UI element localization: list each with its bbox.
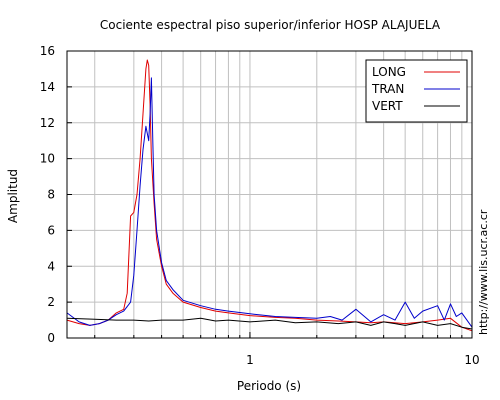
y-tick-label: 14 — [40, 80, 55, 94]
lis-url-note: http://www.lis.ucr.ac.cr — [477, 209, 490, 335]
x-axis-ticks: 1 10 — [94, 332, 480, 367]
x-tick-label: 1 — [246, 353, 254, 367]
legend: LONG TRAN VERT — [365, 59, 468, 123]
legend-label-long: LONG — [372, 65, 406, 79]
chart-title: Cociente espectral piso superior/inferio… — [100, 18, 441, 32]
x-tick-label: 10 — [464, 353, 479, 367]
series-line-long — [66, 59, 473, 332]
y-tick-label: 8 — [47, 188, 55, 202]
x-axis-label: Periodo (s) — [237, 379, 301, 393]
y-tick-label: 16 — [40, 44, 55, 58]
y-axis-label: Amplitud — [6, 169, 20, 223]
y-tick-label: 0 — [47, 331, 55, 345]
series-line-vert — [66, 317, 473, 330]
y-tick-label: 10 — [40, 152, 55, 166]
y-tick-label: 6 — [47, 223, 55, 237]
legend-box — [365, 59, 468, 123]
series-line-tran — [66, 77, 473, 328]
series-lines — [66, 59, 473, 332]
legend-label-vert: VERT — [372, 99, 403, 113]
y-tick-label: 4 — [47, 259, 55, 273]
y-axis-ticks: 0 2 4 6 8 10 12 14 16 — [40, 44, 72, 345]
legend-label-tran: TRAN — [371, 82, 404, 96]
y-tick-label: 12 — [40, 116, 55, 130]
y-tick-label: 2 — [47, 295, 55, 309]
